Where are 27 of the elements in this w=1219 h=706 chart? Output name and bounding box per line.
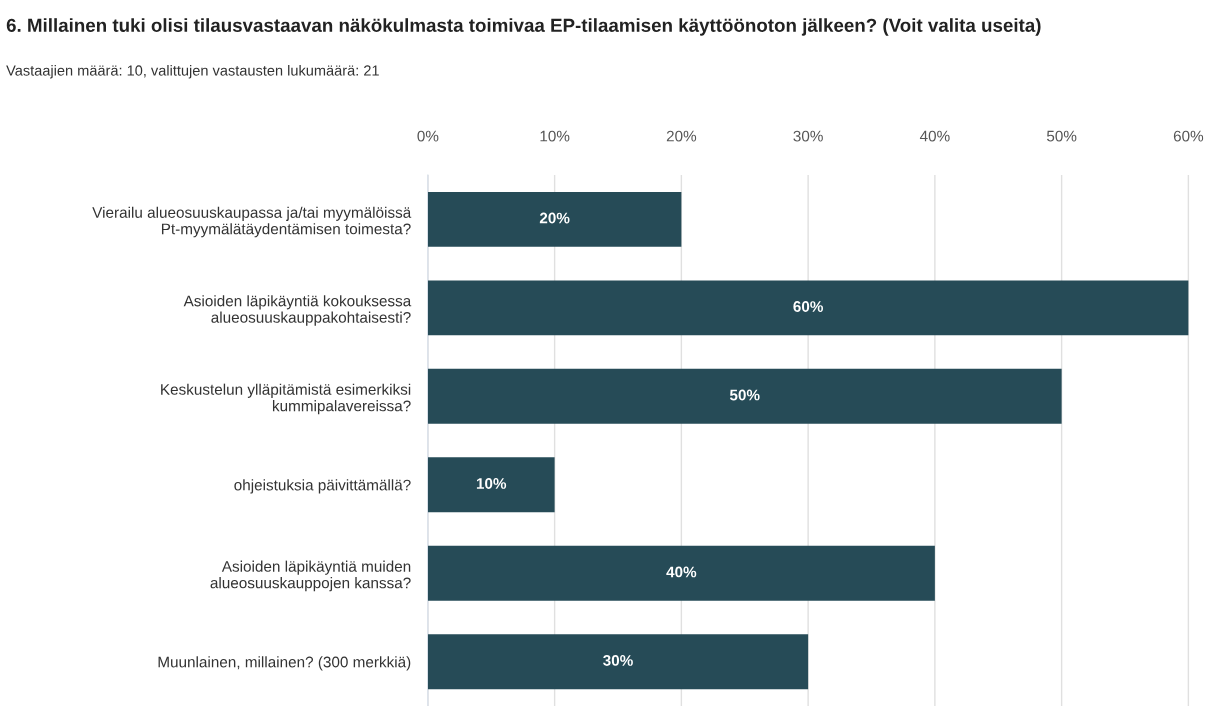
x-tick-label: 20% — [666, 130, 697, 142]
y-tick-label: ohjeistuksia päivittämällä? — [234, 479, 411, 494]
data-label: 50% — [729, 389, 760, 401]
x-tick-label: 0% — [417, 130, 439, 142]
data-label: 20% — [539, 212, 570, 224]
x-tick-label: 50% — [1046, 130, 1077, 142]
data-label: 30% — [603, 655, 633, 666]
data-label: 60% — [793, 301, 824, 312]
y-tick-label: Keskustelun ylläpitämistä esimerkiksi kummipalavereissa? — [161, 383, 411, 415]
bar — [427, 457, 555, 513]
y-tick-label: Muunlainen, millainen? (300 merkkiä) — [158, 656, 411, 671]
x-tick-label: 30% — [793, 130, 823, 142]
y-tick-label: Asioiden läpikäyntiä kokouksessa alueosuuskauppakohtaisesti? — [183, 295, 412, 326]
y-tick-label: Asioiden läpikäyntiä muiden alueosuuskauppojen kanssa? — [210, 560, 411, 592]
data-label: 10% — [476, 478, 507, 489]
chart-title: 6. Millainen tuki olisi tilausvastaavan näkökulmasta toimivaa EP-tilaamisen käyttöönoton jälkeen? (Voit valita useita) — [6, 18, 1041, 36]
bar — [427, 545, 935, 601]
bar — [427, 368, 1062, 424]
data-label: 40% — [666, 566, 697, 578]
x-tick-label: 10% — [540, 130, 570, 142]
bar — [427, 634, 809, 690]
text: Vastaajien määrä: 10, valittujen vastausten lukumäärä: 21 — [6, 64, 379, 79]
bar — [427, 191, 682, 247]
bar — [427, 280, 1189, 336]
x-tick-label: 40% — [919, 130, 950, 142]
x-tick-label: 60% — [1173, 130, 1204, 142]
y-tick-label: Vierailu alueosuuskaupassa ja/tai myymälöissä Pt-myymälätäydentämisen toimesta? — [92, 206, 412, 238]
